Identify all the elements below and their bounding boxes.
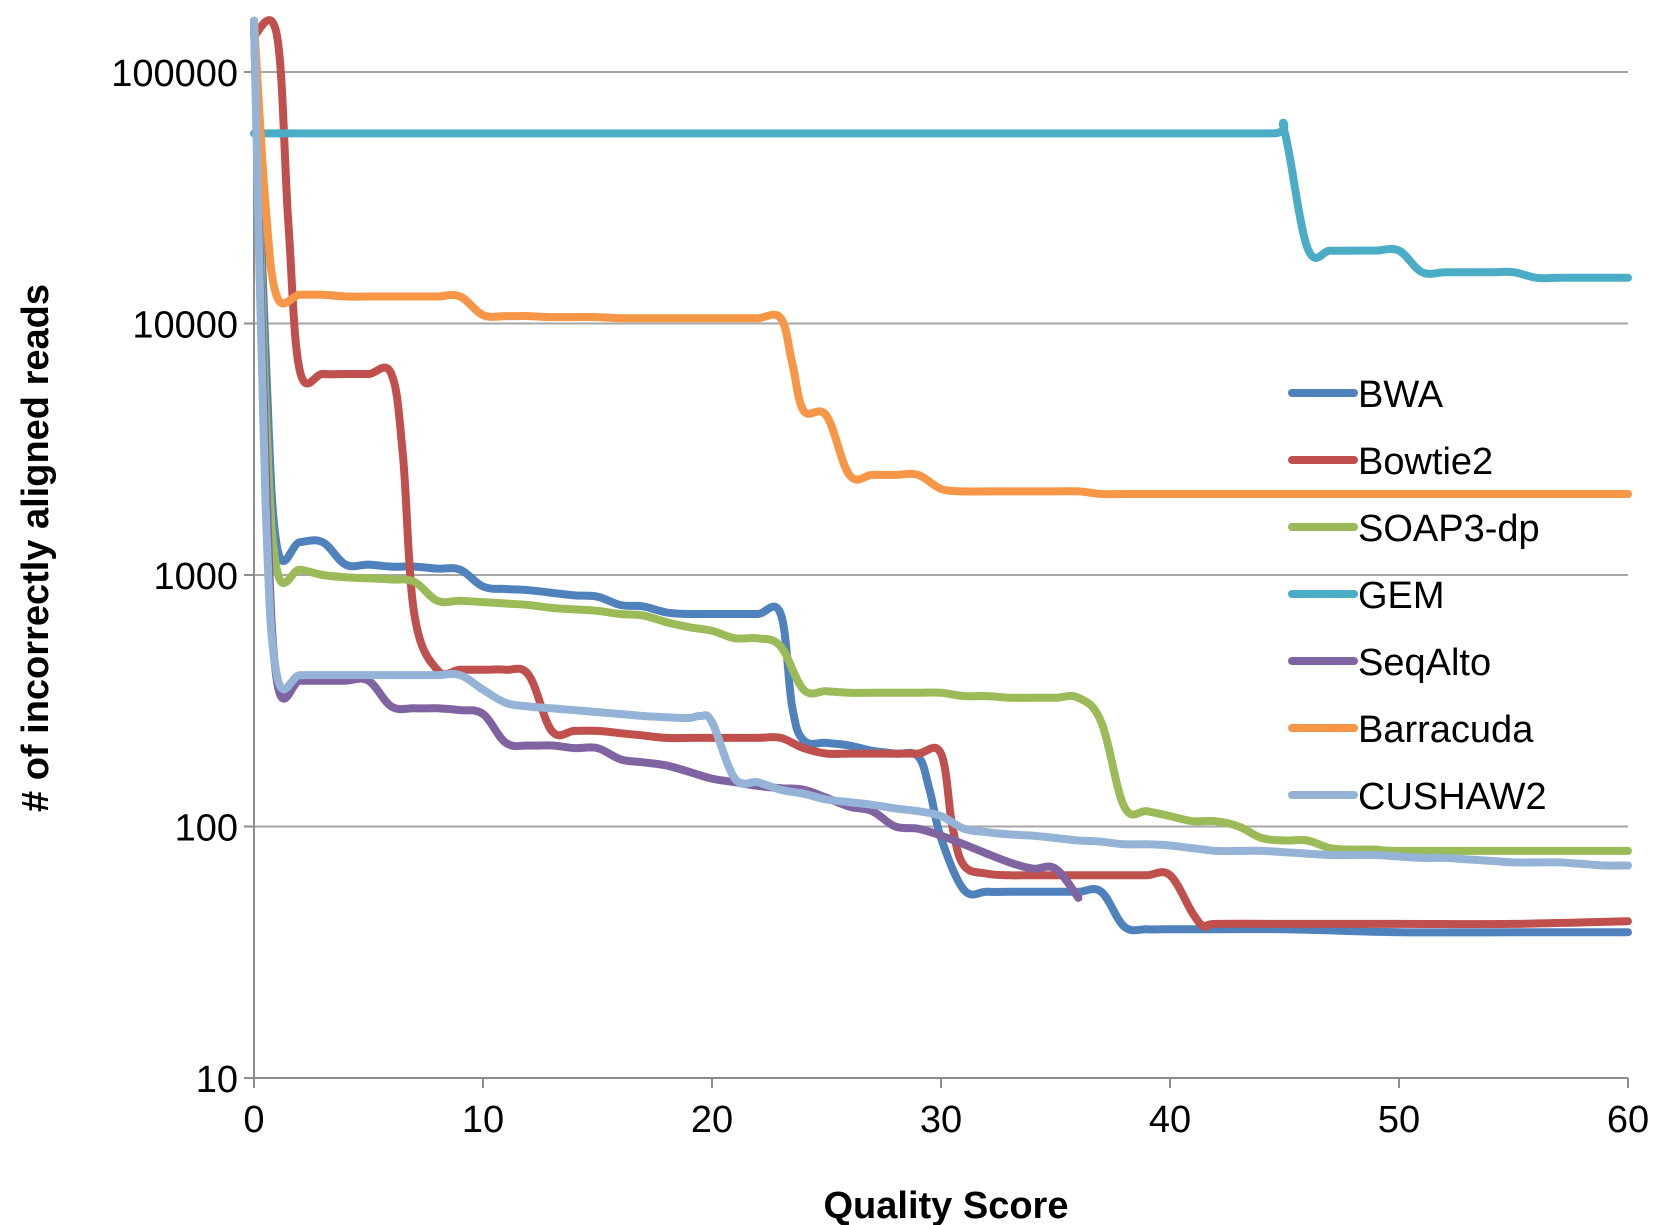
x-axis-ticks: 0 10 20 30 40 50 60 bbox=[243, 1078, 1649, 1141]
y-axis-title: # of incorrectly aligned reads bbox=[15, 284, 57, 812]
legend: BWA Bowtie2 SOAP3-dp GEM SeqAlto Barracuda CUS… bbox=[1288, 374, 1547, 818]
y-tick-label: 1000 bbox=[153, 556, 238, 598]
legend-item: GEM bbox=[1288, 575, 1445, 617]
legend-item: CUSHAW2 bbox=[1288, 776, 1547, 818]
x-tick-label: 50 bbox=[1378, 1099, 1420, 1141]
y-axis-ticks: 10 100 1000 10000 100000 bbox=[111, 53, 254, 1101]
legend-item: Bowtie2 bbox=[1288, 441, 1493, 483]
legend-label: SOAP3-dp bbox=[1358, 508, 1540, 550]
x-axis-title: Quality Score bbox=[824, 1185, 1069, 1225]
x-tick-label: 40 bbox=[1149, 1099, 1191, 1141]
legend-item: BWA bbox=[1288, 374, 1444, 416]
series-line-bwa bbox=[250, 16, 1632, 937]
x-tick-label: 30 bbox=[920, 1099, 962, 1141]
legend-label: SeqAlto bbox=[1358, 642, 1491, 684]
series-line-barracuda bbox=[250, 16, 1632, 499]
legend-item: Barracuda bbox=[1288, 709, 1534, 751]
legend-label: Barracuda bbox=[1358, 709, 1534, 751]
legend-label: BWA bbox=[1358, 374, 1444, 416]
y-tick-label: 10 bbox=[196, 1059, 238, 1101]
legend-item: SeqAlto bbox=[1288, 642, 1491, 684]
x-tick-label: 20 bbox=[691, 1099, 733, 1141]
legend-item: SOAP3-dp bbox=[1288, 508, 1540, 550]
x-tick-label: 0 bbox=[243, 1099, 264, 1141]
series-line-bowtie2 bbox=[250, 16, 1632, 932]
series-line-soap3-dp bbox=[250, 23, 1632, 855]
y-tick-label: 100000 bbox=[111, 53, 238, 95]
x-tick-label: 10 bbox=[462, 1099, 504, 1141]
legend-label: CUSHAW2 bbox=[1358, 776, 1547, 818]
x-tick-label: 60 bbox=[1607, 1099, 1649, 1141]
series-line-gem bbox=[250, 118, 1632, 283]
series-line-cushaw2 bbox=[250, 16, 1632, 870]
y-tick-label: 100 bbox=[175, 808, 238, 850]
plot-series bbox=[250, 16, 1632, 937]
series-line-seqalto bbox=[250, 16, 1083, 902]
legend-label: Bowtie2 bbox=[1358, 441, 1493, 483]
legend-label: GEM bbox=[1358, 575, 1445, 617]
y-tick-label: 10000 bbox=[132, 305, 238, 347]
